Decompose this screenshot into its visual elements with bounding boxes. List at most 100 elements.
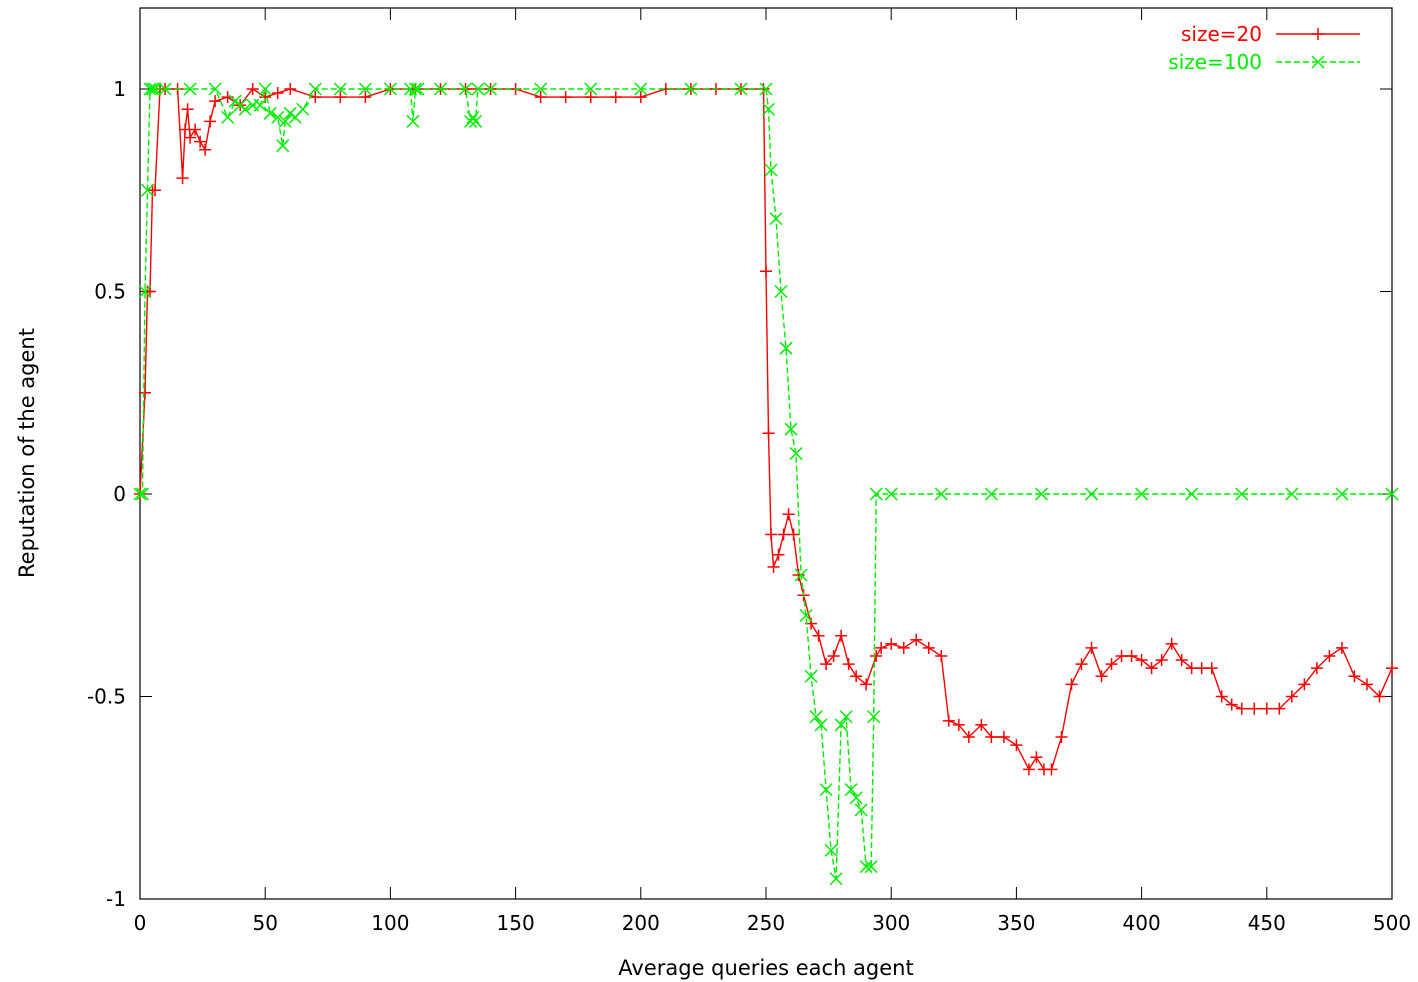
data-point xyxy=(184,131,197,144)
data-point xyxy=(149,184,162,197)
data-point xyxy=(897,641,910,654)
data-point xyxy=(867,710,881,724)
x-tick-label: 450 xyxy=(1248,911,1286,935)
data-point xyxy=(1235,487,1249,501)
data-point xyxy=(1165,637,1178,650)
data-point xyxy=(952,718,965,731)
data-point xyxy=(466,110,480,124)
x-tick-label: 400 xyxy=(1123,911,1161,935)
data-point xyxy=(827,650,840,662)
data-point xyxy=(860,678,873,691)
data-point xyxy=(634,91,647,104)
data-point xyxy=(1095,670,1108,683)
series-line xyxy=(140,88,1392,879)
data-point xyxy=(1298,678,1311,691)
data-point xyxy=(767,560,780,573)
x-tick-label: 350 xyxy=(997,911,1035,935)
data-point xyxy=(133,487,147,501)
data-point xyxy=(985,731,998,743)
data-point xyxy=(774,284,788,299)
data-point xyxy=(910,633,923,646)
data-point xyxy=(850,670,863,683)
data-point xyxy=(765,528,778,541)
series-layer xyxy=(133,82,1399,886)
data-point xyxy=(359,91,372,104)
y-tick-label: -1 xyxy=(106,887,126,911)
axis-ticks xyxy=(139,8,1393,900)
data-point xyxy=(276,139,290,153)
legend-marker xyxy=(1311,55,1325,69)
x-tick-label: 250 xyxy=(747,911,785,935)
data-point xyxy=(1335,487,1349,501)
data-point xyxy=(1386,662,1398,675)
data-point xyxy=(176,172,189,185)
data-point xyxy=(834,718,848,732)
data-point xyxy=(824,843,838,857)
data-point xyxy=(1125,650,1138,662)
data-point xyxy=(609,91,622,104)
data-point xyxy=(334,91,347,104)
data-point xyxy=(383,82,397,96)
data-point xyxy=(849,791,863,805)
series-1 xyxy=(133,82,1399,886)
data-point xyxy=(246,83,259,95)
x-tick-label: 150 xyxy=(497,911,535,935)
data-point xyxy=(181,103,194,116)
legend-label: size=100 xyxy=(1168,50,1262,74)
data-point xyxy=(278,114,292,128)
y-tick-label: 0.5 xyxy=(94,280,126,304)
data-point xyxy=(835,629,848,642)
data-point xyxy=(1360,678,1373,691)
data-point xyxy=(484,82,498,96)
data-point xyxy=(844,783,858,797)
data-point xyxy=(759,82,773,96)
data-point xyxy=(308,82,322,96)
data-point xyxy=(779,341,793,355)
series-line xyxy=(139,88,1393,771)
x-tick-label: 300 xyxy=(872,911,910,935)
legend: size=20 size=100 xyxy=(1168,22,1360,74)
data-point xyxy=(584,82,598,96)
data-point xyxy=(784,422,798,436)
data-point xyxy=(406,114,420,128)
data-point xyxy=(1248,702,1261,715)
x-tick-label: 100 xyxy=(371,911,409,935)
data-point xyxy=(204,115,217,128)
data-point xyxy=(762,427,775,440)
x-tick-label: 500 xyxy=(1373,911,1411,935)
data-point xyxy=(764,163,778,177)
x-tick-label: 200 xyxy=(622,911,660,935)
data-point xyxy=(139,386,152,399)
data-point xyxy=(1055,731,1068,743)
data-point xyxy=(772,548,785,561)
data-point xyxy=(634,82,648,96)
data-point xyxy=(942,714,955,727)
data-point xyxy=(777,528,790,541)
data-point xyxy=(1135,654,1148,667)
data-point xyxy=(1155,654,1168,667)
data-point xyxy=(221,110,235,124)
data-point xyxy=(194,135,207,148)
data-point xyxy=(809,710,823,724)
data-point xyxy=(471,82,485,96)
data-point xyxy=(1195,662,1208,675)
data-point xyxy=(769,212,783,226)
data-point xyxy=(209,95,222,108)
data-point xyxy=(199,143,212,156)
data-point xyxy=(1030,751,1043,764)
data-point xyxy=(734,82,748,96)
data-point xyxy=(1085,641,1098,654)
data-point xyxy=(296,102,310,116)
data-point xyxy=(463,114,478,128)
data-point xyxy=(1373,690,1386,703)
data-point xyxy=(179,123,192,136)
data-point xyxy=(1185,662,1198,675)
data-point xyxy=(934,487,948,501)
data-point xyxy=(820,658,833,671)
data-point xyxy=(135,487,150,501)
data-point xyxy=(1323,650,1336,662)
data-point xyxy=(358,82,372,96)
data-point xyxy=(812,629,825,642)
data-point xyxy=(1075,658,1088,671)
